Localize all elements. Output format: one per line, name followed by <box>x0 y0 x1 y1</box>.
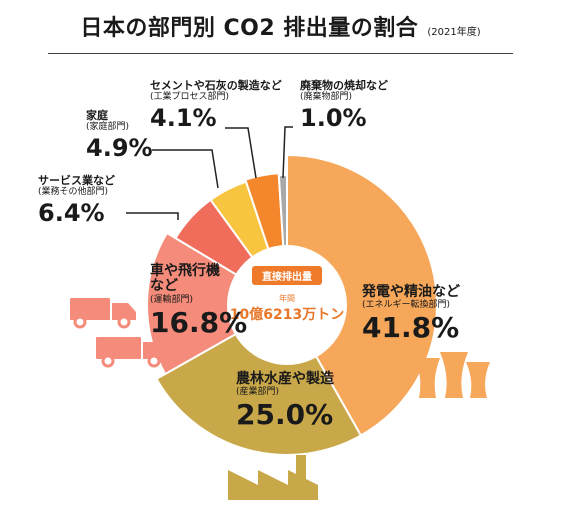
center-badge: 直接排出量 <box>252 266 322 285</box>
chart-title: 日本の部門別 CO2 排出量の割合 <box>80 16 419 41</box>
slice-transport <box>146 231 289 376</box>
slice-label-business: サービス業など (業務その他部門) 6.4% <box>38 174 115 227</box>
slice-value: 25.0% <box>236 398 334 432</box>
slice-name: セメントや石灰の製造など <box>150 79 282 92</box>
slice-sub: (業務その他部門) <box>38 187 109 198</box>
slice-name: 農林水産や製造 <box>236 371 334 387</box>
leader-lines <box>126 126 293 220</box>
slice-label-waste: 廃棄物の焼却など (廃棄物部門) 1.0% <box>300 79 388 132</box>
truck-icon-2 <box>96 337 166 368</box>
slice-name: 廃棄物の焼却など <box>300 79 388 92</box>
slice-sub: (運輸部門) <box>150 294 194 305</box>
slice-value: 6.4% <box>38 198 105 227</box>
slice-label-energy: 発電や精油など (エネルギー転換部門) 41.8% <box>362 284 460 345</box>
center-total: 直接排出量 年間 10億6213万トン <box>222 265 352 324</box>
power-plant-cooling-towers-icon <box>415 352 490 398</box>
factory-icon <box>228 455 318 500</box>
leader-line-household <box>152 149 219 189</box>
slice-value: 41.8% <box>362 311 460 345</box>
center-label: 年間 <box>279 294 295 303</box>
slice-sub: (産業部門) <box>236 387 280 398</box>
slice-sub: (廃棄物部門) <box>300 92 353 103</box>
chart-year: (2021年度) <box>427 27 481 38</box>
slice-industry <box>155 303 363 456</box>
slice-value: 1.0% <box>300 103 367 132</box>
truck-icon <box>70 298 136 329</box>
slice-sub: (エネルギー転換部門) <box>362 300 451 311</box>
slice-value: 4.9% <box>86 133 153 162</box>
leader-line-business <box>126 212 179 220</box>
slice-name: 発電や精油など <box>362 284 460 300</box>
slice-label-industry: 農林水産や製造 (産業部門) 25.0% <box>236 371 334 432</box>
slice-value: 4.1% <box>150 103 217 132</box>
slice-sub: (工業プロセス部門) <box>150 92 230 103</box>
slice-label-transport: 車や飛行機など (運輸部門) 16.8% <box>150 263 248 339</box>
leader-line-process <box>225 127 257 179</box>
title-underline <box>48 53 513 54</box>
slice-name: 車や飛行機など <box>150 263 220 295</box>
slice-energy <box>286 153 438 437</box>
chart-title-block: 日本の部門別 CO2 排出量の割合 (2021年度) <box>0 10 561 42</box>
slice-value: 16.8% <box>150 305 248 339</box>
slice-name: サービス業など <box>38 174 115 187</box>
slice-label-process: セメントや石灰の製造など (工業プロセス部門) 4.1% <box>150 79 282 132</box>
center-value: 10億6213万トン <box>229 307 345 323</box>
slice-name: 家庭 <box>86 109 108 122</box>
slice-sub: (家庭部門) <box>86 122 130 133</box>
slice-label-household: 家庭 (家庭部門) 4.9% <box>86 109 153 162</box>
leader-line-waste <box>282 126 293 179</box>
